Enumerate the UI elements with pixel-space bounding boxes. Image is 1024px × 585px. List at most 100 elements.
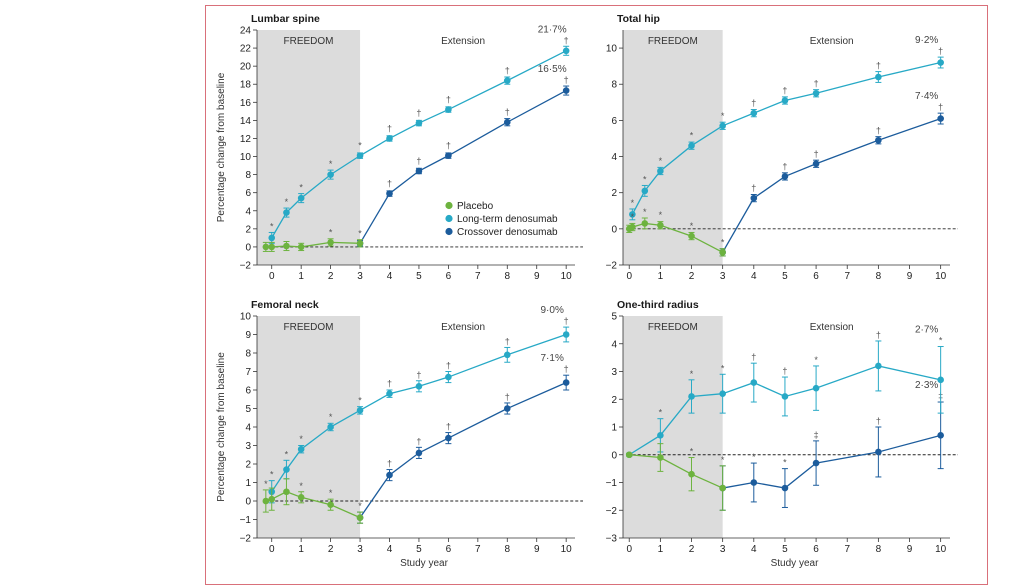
data-point [781,393,789,400]
end-value-label: 21·7% [538,24,567,35]
x-tick-label: 5 [416,271,422,282]
legend-label: Long-term denosumab [457,214,558,225]
panel-title: Femoral neck [251,299,319,311]
x-tick-label: 1 [658,544,664,555]
significance-marker: * [329,159,333,169]
significance-marker: * [631,212,635,222]
x-tick-label: 9 [907,544,913,555]
y-tick-label: 4 [611,152,617,163]
significance-marker: † [505,107,510,117]
y-tick-label: 2 [611,395,617,406]
x-tick-label: 9 [534,271,540,282]
y-tick-label: 8 [611,80,617,91]
data-point [415,119,423,127]
x-tick-label: 3 [357,544,363,555]
freedom-shade [623,316,723,538]
y-tick-label: 2 [245,460,251,471]
significance-marker: † [564,35,569,45]
freedom-shade [257,30,361,265]
y-tick-label: 8 [245,349,251,360]
y-axis-label: Percentage change from baseline [216,352,227,502]
end-value-label: 2·7% [915,325,938,336]
significance-marker: * [299,434,303,444]
x-tick-label: 10 [935,544,947,555]
y-tick-label: −2 [606,506,618,517]
significance-marker: * [752,452,756,462]
significance-marker: † [416,156,421,166]
y-tick-label: 14 [240,116,252,127]
y-tick-label: 16 [240,98,252,109]
legend: Placebo Long-term denosumab Crossover deno… [445,201,558,238]
significance-marker: † [416,370,421,380]
y-tick-label: 5 [611,312,617,323]
y-tick-label: 1 [245,478,251,489]
series-line [271,333,567,493]
data-point [641,220,649,227]
x-tick-label: 4 [751,544,757,555]
significance-marker: † [938,46,943,56]
data-point [688,470,695,478]
data-point [283,209,290,216]
legend-label: Placebo [457,201,494,212]
x-tick-label: 6 [446,544,452,555]
significance-marker: * [285,197,289,207]
significance-marker: † [387,179,392,189]
y-tick-label: 10 [240,152,252,163]
x-tick-label: 6 [446,271,452,282]
panel-femoral-neck: FREEDOM Extension Femoral neck −2 −1 0 1 2 3 4 5 6 7… [216,299,583,569]
data-point [283,466,290,473]
x-tick-label: 1 [658,271,664,282]
series-long-term: ***††*†*2·7% [625,325,944,459]
x-tick-label: 2 [328,271,334,282]
y-tick-label: 12 [240,134,252,145]
significance-marker: * [643,207,647,217]
legend-label: Crossover denosumab [457,227,558,238]
x-tick-label: 3 [720,544,726,555]
data-point [719,390,726,398]
data-point [297,494,305,501]
data-point [297,243,305,251]
significance-marker: * [939,336,943,346]
significance-marker: † [564,364,569,374]
data-point [688,232,695,240]
data-point [875,448,882,456]
y-tick-label: 0 [245,242,251,253]
data-point [719,249,726,256]
data-point [629,223,636,231]
y-tick-label: 4 [611,339,617,350]
data-point [562,87,570,94]
x-tick-label: 5 [782,544,788,555]
y-tick-label: 2 [611,188,617,199]
y-tick-label: 22 [240,44,252,55]
x-tick-label: 3 [357,271,363,282]
significance-marker: * [659,408,663,418]
y-tick-label: 3 [245,441,251,452]
significance-marker: * [690,447,694,457]
x-tick-label: 0 [269,544,275,555]
significance-marker: * [721,363,725,373]
series-crossover: †††††7·4% [719,91,944,257]
significance-marker: † [505,336,510,346]
significance-marker: * [358,141,362,151]
data-point [503,118,511,126]
x-axis-label: Study year [771,558,819,569]
x-tick-label: 2 [689,271,695,282]
data-point [625,451,633,459]
series-placebo: ** [625,443,726,511]
data-point [750,194,758,202]
series-long-term: *****†††††21·7% [268,24,570,244]
significance-marker: * [659,156,663,166]
significance-marker: * [358,228,362,238]
y-tick-label: 0 [611,224,617,235]
panel-title: One-third radius [617,299,699,311]
significance-marker: * [329,488,333,498]
y-tick-label: 18 [240,80,252,91]
y-tick-label: 6 [245,386,251,397]
significance-marker: † [938,102,943,112]
significance-marker: * [690,221,694,231]
y-tick-label: 8 [245,170,251,181]
data-point [297,194,305,202]
y-tick-label: 9 [245,330,251,341]
series-long-term: *****†††††9·0% [268,305,570,504]
significance-marker: † [876,330,881,340]
